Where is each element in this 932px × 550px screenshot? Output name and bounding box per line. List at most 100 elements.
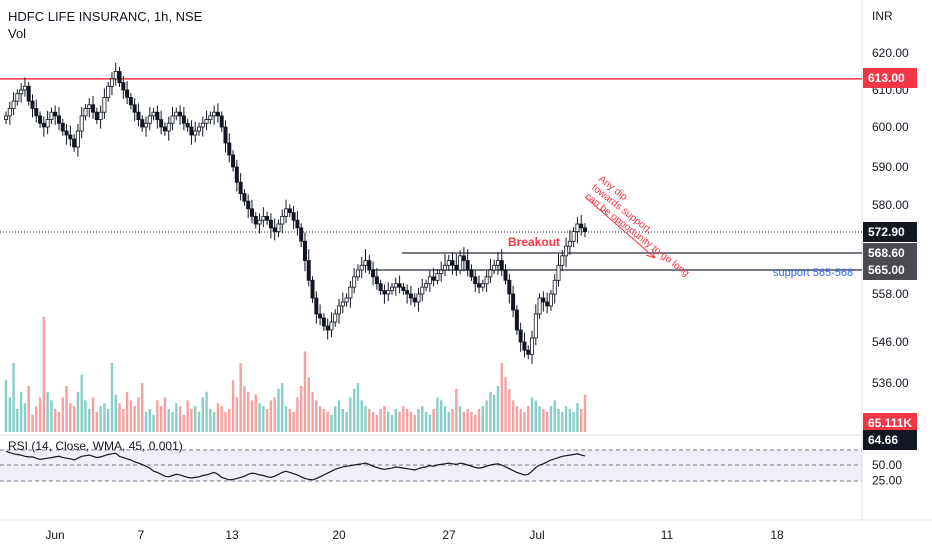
volume-bar — [254, 394, 257, 432]
volume-bar — [428, 414, 432, 432]
candle-body — [75, 130, 80, 148]
volume-bar — [561, 411, 564, 432]
candle-body — [147, 115, 152, 124]
volume-bar — [538, 406, 541, 432]
candle-body — [185, 122, 190, 128]
candle-body — [215, 111, 220, 117]
volume-bar — [447, 411, 450, 432]
volume-bar — [326, 411, 329, 432]
candle-body — [121, 82, 126, 91]
volume-bar — [118, 403, 121, 432]
price-pane[interactable] — [0, 0, 862, 435]
volume-bar — [114, 394, 117, 432]
volume-bar — [95, 411, 99, 432]
volume-badge[interactable]: 65.111K — [863, 413, 917, 433]
time-tick-label: Jun — [45, 528, 64, 542]
volume-bar — [379, 409, 382, 432]
candle-body — [64, 130, 69, 136]
candle-body — [579, 223, 584, 229]
candle-body — [386, 290, 391, 295]
volume-bar — [50, 400, 53, 432]
candle-body — [53, 111, 58, 117]
volume-bar — [167, 409, 170, 432]
candle-body — [246, 200, 251, 210]
volume-bar — [194, 406, 197, 432]
volume-bar — [424, 411, 428, 432]
candle-body — [136, 111, 141, 120]
candle-body — [499, 260, 504, 271]
volume-bar — [557, 409, 560, 432]
breakout-annotation[interactable]: Breakout — [508, 235, 560, 249]
candle-body — [83, 108, 88, 117]
volume-bar — [76, 391, 80, 432]
candle-body — [484, 276, 489, 285]
support-annotation[interactable]: support 565-568 — [773, 267, 853, 279]
volume-bar — [156, 400, 159, 432]
candle-body — [219, 115, 224, 128]
time-tick-label: 13 — [225, 528, 239, 542]
time-tick-label: Jul — [529, 528, 544, 542]
volume-bar — [239, 363, 242, 432]
volume-bar — [580, 409, 583, 432]
candle-body — [480, 283, 485, 288]
rsi-pane[interactable] — [0, 435, 862, 520]
candle-body — [268, 219, 273, 229]
lower-support-badge[interactable]: 565.00 — [863, 260, 917, 280]
volume-bar — [368, 409, 371, 432]
candle-body — [11, 100, 16, 109]
volume-bar — [432, 409, 435, 432]
volume-badge-bg — [863, 413, 917, 433]
resistance-badge[interactable]: 613.00 — [863, 68, 917, 88]
candle-body — [15, 93, 20, 102]
volume-bar — [545, 411, 549, 432]
volume-bar — [265, 409, 269, 432]
volume-bar — [511, 400, 515, 432]
volume-bar — [523, 411, 526, 432]
price-tick-label: 600.00 — [872, 120, 909, 134]
volume-bar — [527, 406, 530, 432]
volume-bar — [474, 414, 477, 432]
volume-bar — [4, 380, 8, 432]
volume-bar — [42, 317, 46, 432]
volume-bar — [281, 383, 284, 432]
last-price-badge[interactable]: 572.90 — [863, 222, 917, 242]
candle-body — [302, 240, 307, 261]
candle-body — [170, 115, 175, 124]
volume-bar — [322, 409, 326, 432]
volume-bar — [19, 391, 23, 432]
candle-body — [405, 290, 410, 295]
volume-bar — [262, 406, 265, 432]
volume-bar — [489, 391, 492, 432]
candle-body — [265, 216, 270, 221]
time-tick-label: 7 — [138, 528, 145, 542]
candle-body — [552, 279, 557, 295]
candle-body — [450, 260, 455, 266]
volume-bar — [137, 397, 140, 432]
volume-bar — [144, 411, 148, 432]
candle-body — [431, 276, 436, 281]
volume-bar — [462, 411, 466, 432]
volume-bar — [243, 386, 246, 432]
volume-bar — [110, 363, 114, 432]
volume-bar — [564, 406, 568, 432]
candle-body — [514, 309, 519, 331]
candle-body — [151, 111, 156, 117]
volume-bar — [99, 406, 102, 432]
symbol-title[interactable]: HDFC LIFE INSURANC, 1h, NSE — [8, 9, 203, 24]
upper-support-badge[interactable]: 568.60 — [863, 243, 917, 263]
rsi-badge[interactable]: 64.66 — [863, 430, 917, 450]
candle-body — [321, 317, 326, 327]
candle-body — [26, 85, 31, 102]
candle-body — [363, 260, 368, 266]
volume-bar — [466, 409, 469, 432]
volume-bar — [470, 411, 473, 432]
candle-body — [348, 286, 353, 299]
volume-bar — [356, 383, 360, 432]
volume-bar — [296, 397, 299, 432]
candle-body — [355, 269, 360, 278]
candle-body — [109, 78, 114, 87]
volume-bar — [417, 409, 420, 432]
candle-body — [477, 283, 482, 288]
volume-label[interactable]: Vol — [8, 26, 27, 41]
